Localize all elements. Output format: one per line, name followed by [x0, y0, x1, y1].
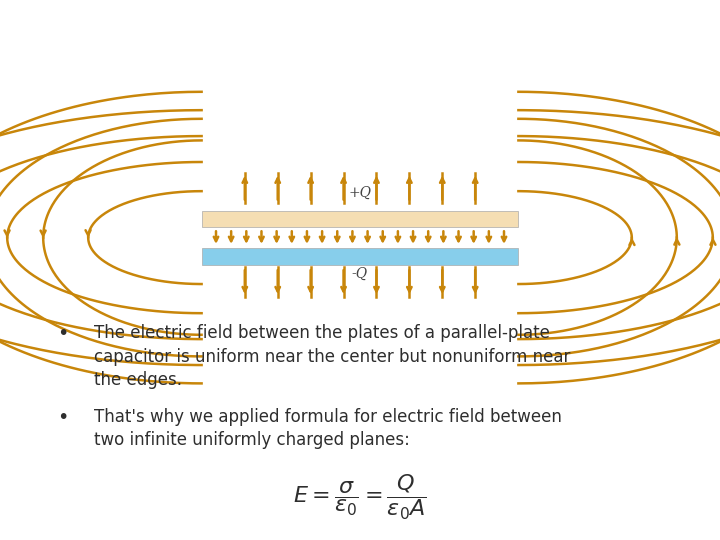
Text: -Q: -Q: [352, 267, 368, 281]
Text: •: •: [58, 324, 69, 343]
Text: $E = \dfrac{\sigma}{\epsilon_0} = \dfrac{Q}{\epsilon_0 A}$: $E = \dfrac{\sigma}{\epsilon_0} = \dfrac…: [293, 472, 427, 522]
Text: +Q: +Q: [348, 186, 372, 200]
FancyBboxPatch shape: [202, 211, 518, 227]
Text: That's why we applied formula for electric field between
two infinite uniformly : That's why we applied formula for electr…: [94, 408, 562, 449]
Text: •: •: [58, 408, 69, 427]
Text: The electric field between the plates of a parallel-plate
capacitor is uniform n: The electric field between the plates of…: [94, 324, 570, 389]
FancyBboxPatch shape: [202, 248, 518, 265]
